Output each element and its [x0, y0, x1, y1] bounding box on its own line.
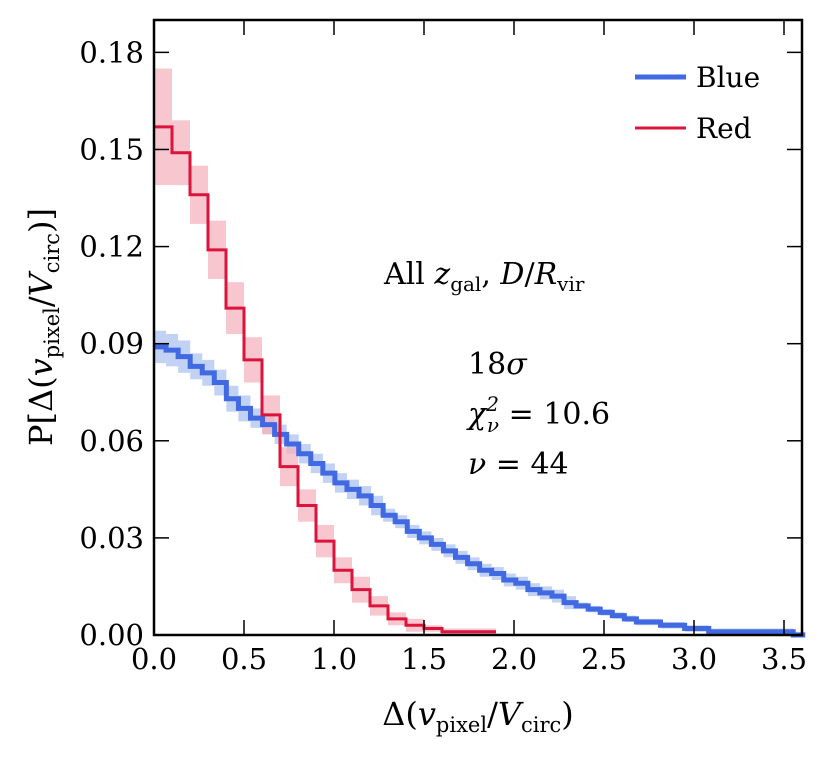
y-tick-label-5: 0.15 [79, 132, 144, 166]
axis-tick-labels: 0.0 0.5 1.0 1.5 2.0 2.5 3.0 3.5 0.00 0.03 0.06 0.09… [79, 35, 807, 676]
x-tick-label-6: 3.0 [671, 642, 717, 676]
legend-label-red: Red [696, 112, 752, 145]
y-tick-label-1: 0.03 [79, 521, 144, 555]
x-axis-label: Δ(vpixel/Vcirc) [382, 695, 573, 737]
x-tick-label-2: 1.0 [311, 642, 357, 676]
annotation-dof: ν = 44 [468, 447, 569, 482]
x-tick-label-3: 1.5 [401, 642, 447, 676]
x-tick-label-7: 3.5 [761, 642, 807, 676]
x-tick-label-1: 0.5 [221, 642, 267, 676]
y-tick-label-6: 0.18 [79, 35, 144, 69]
y-axis-label: P[Δ(vpixel/Vcirc)] [22, 208, 64, 446]
annotation-significance: 18σ [468, 347, 528, 382]
annotation-chi2: χ2 ν = 10.6 [466, 392, 610, 437]
x-tick-label-0: 0.0 [131, 642, 177, 676]
annotation-sample: All zgal, D/Rvir [383, 257, 585, 296]
y-tick-label-0: 0.00 [79, 618, 144, 652]
plot-frame [152, 18, 804, 637]
y-tick-label-3: 0.09 [79, 327, 144, 361]
y-tick-label-2: 0.06 [79, 424, 144, 458]
legend-label-blue: Blue [696, 61, 760, 94]
x-tick-label-4: 2.0 [491, 642, 537, 676]
legend: Blue Red [635, 61, 760, 145]
series-line-blue [154, 344, 806, 638]
x-tick-label-5: 2.5 [581, 642, 627, 676]
y-tick-label-4: 0.12 [79, 230, 144, 264]
